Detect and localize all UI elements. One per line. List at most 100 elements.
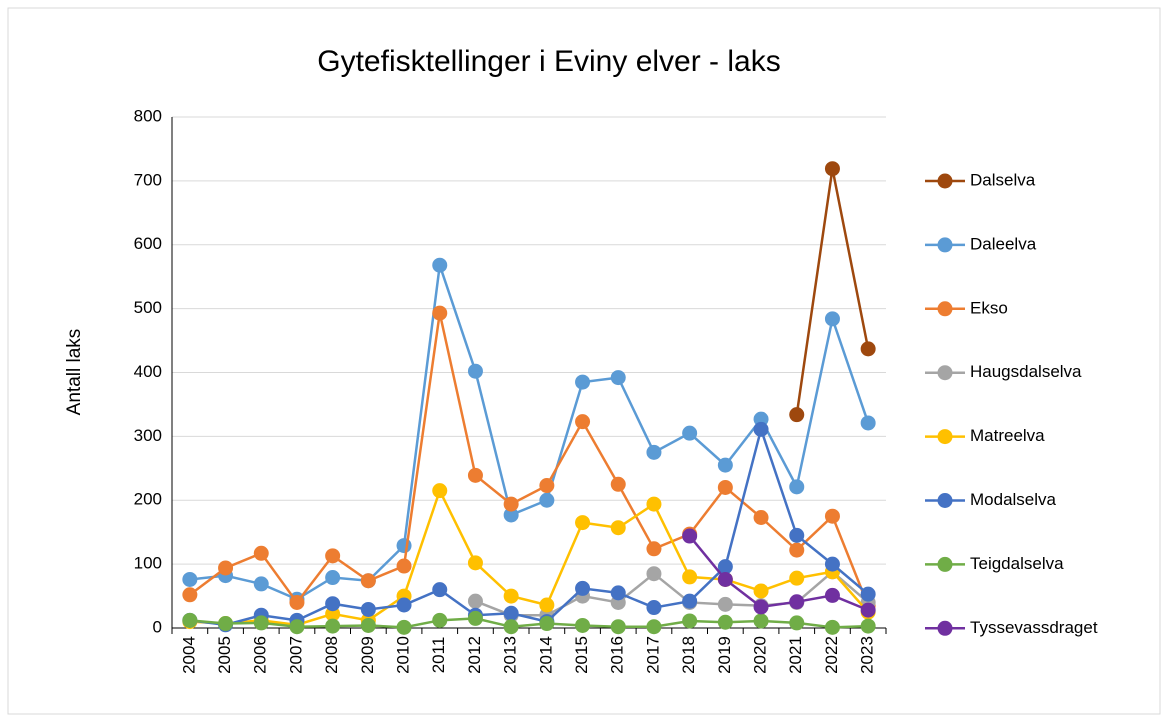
data-point	[325, 570, 341, 586]
data-point	[396, 558, 412, 574]
data-point	[289, 594, 305, 610]
x-tick-label: 2010	[394, 636, 413, 674]
data-point	[610, 370, 626, 386]
data-point	[325, 618, 341, 634]
data-point	[789, 479, 805, 495]
y-tick-label: 200	[134, 490, 162, 509]
x-tick-label: 2006	[251, 636, 270, 674]
data-point	[360, 601, 376, 617]
data-point	[610, 520, 626, 536]
data-point	[646, 619, 662, 635]
data-point	[717, 571, 733, 587]
data-point	[717, 559, 733, 575]
x-tick-label: 2015	[572, 636, 591, 674]
data-point	[717, 479, 733, 495]
data-point	[503, 507, 519, 523]
data-point	[182, 571, 198, 587]
data-point	[539, 478, 555, 494]
data-point	[860, 415, 876, 431]
legend-marker	[937, 429, 953, 445]
data-point	[753, 509, 769, 525]
x-tick-label: 2009	[358, 636, 377, 674]
x-tick-label: 2013	[501, 636, 520, 674]
x-tick-label: 2012	[465, 636, 484, 674]
data-point	[396, 597, 412, 613]
data-point	[467, 467, 483, 483]
data-point	[396, 619, 412, 635]
x-tick-label: 2017	[643, 636, 662, 674]
y-tick-label: 400	[134, 362, 162, 381]
legend-marker	[937, 556, 953, 572]
data-point	[682, 528, 698, 544]
data-point	[325, 548, 341, 564]
series-line	[189, 312, 870, 607]
legend-label: Dalselva	[970, 170, 1036, 189]
data-point	[753, 599, 769, 615]
data-point	[860, 618, 876, 634]
legend-label: Matreelva	[970, 426, 1045, 445]
data-point	[325, 596, 341, 612]
data-point	[467, 555, 483, 571]
legend-label: Modalselva	[970, 490, 1057, 509]
data-point	[646, 541, 662, 557]
data-point	[503, 496, 519, 512]
y-tick-label: 300	[134, 426, 162, 445]
data-point	[789, 570, 805, 586]
data-point	[218, 616, 234, 632]
x-tick-label: 2005	[215, 636, 234, 674]
legend-marker	[937, 620, 953, 636]
x-tick-label: 2020	[751, 636, 770, 674]
data-point	[717, 457, 733, 473]
data-point	[646, 566, 662, 582]
x-tick-label: 2008	[322, 636, 341, 674]
data-point	[575, 617, 591, 633]
data-point	[539, 597, 555, 613]
x-tick-label: 2007	[286, 636, 305, 674]
legend-label: Teigdalselva	[970, 554, 1064, 573]
data-point	[789, 542, 805, 558]
data-point	[360, 617, 376, 633]
data-point	[860, 586, 876, 602]
data-point	[682, 569, 698, 585]
data-point	[789, 594, 805, 610]
x-tick-label: 2019	[715, 636, 734, 674]
x-tick-label: 2023	[858, 636, 877, 674]
data-point	[218, 560, 234, 576]
data-point	[503, 619, 519, 635]
data-point	[789, 407, 805, 423]
data-point	[396, 538, 412, 554]
x-tick-label: 2004	[179, 636, 198, 674]
y-tick-label: 100	[134, 554, 162, 573]
data-point	[575, 374, 591, 390]
data-point	[824, 311, 840, 327]
data-point	[575, 580, 591, 596]
x-tick-label: 2016	[608, 636, 627, 674]
data-point	[539, 492, 555, 508]
legend-label: Haugsdalselva	[970, 362, 1082, 381]
data-point	[824, 619, 840, 635]
legend-marker	[937, 301, 953, 317]
chart-title: Gytefisktellinger i Eviny elver - laks	[317, 45, 780, 78]
data-point	[646, 444, 662, 460]
data-point	[432, 483, 448, 499]
data-point	[253, 615, 269, 631]
data-point	[682, 425, 698, 441]
data-point	[503, 588, 519, 604]
data-point	[467, 610, 483, 626]
data-point	[753, 583, 769, 599]
x-tick-label: 2011	[429, 637, 448, 674]
data-point	[467, 593, 483, 609]
data-point	[860, 602, 876, 618]
data-point	[717, 596, 733, 612]
data-point	[789, 527, 805, 543]
data-point	[824, 556, 840, 572]
data-point	[682, 593, 698, 609]
data-point	[610, 585, 626, 601]
data-point	[753, 421, 769, 437]
data-point	[682, 613, 698, 629]
data-point	[467, 363, 483, 379]
legend-marker	[937, 493, 953, 508]
data-point	[824, 587, 840, 603]
data-point	[575, 515, 591, 531]
